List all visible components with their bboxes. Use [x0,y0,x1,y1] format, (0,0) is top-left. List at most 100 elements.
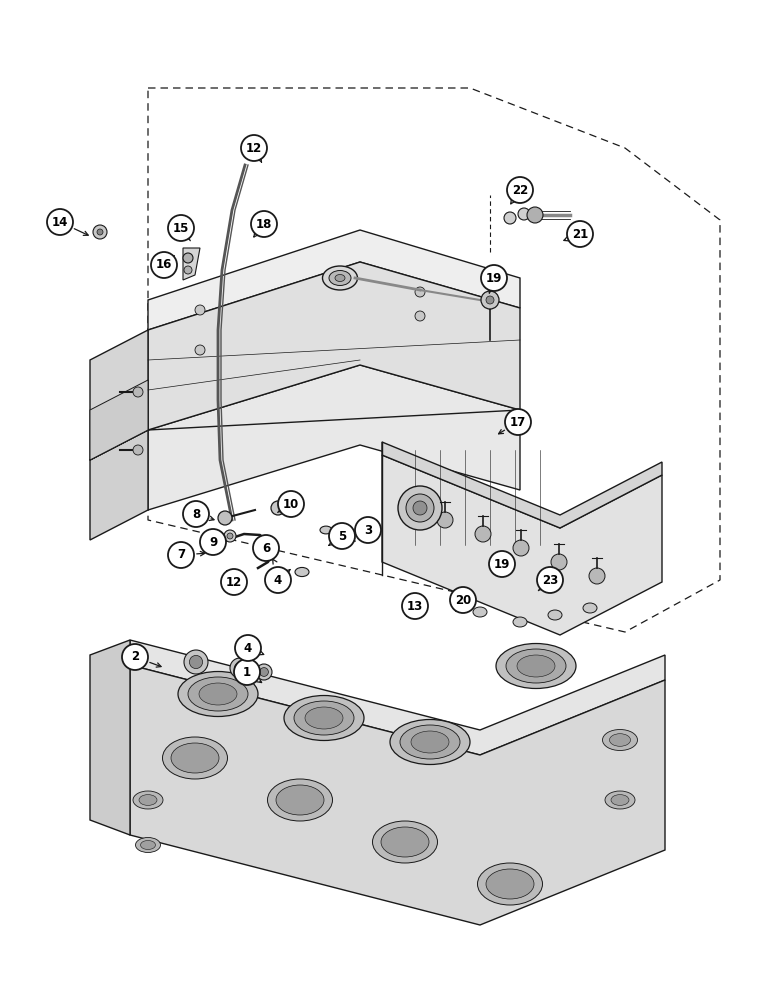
Circle shape [589,568,605,584]
Polygon shape [90,640,130,835]
Text: 19: 19 [494,558,510,570]
Circle shape [265,567,291,593]
Text: 16: 16 [156,258,172,271]
Circle shape [505,409,531,435]
Text: 4: 4 [244,642,252,654]
Ellipse shape [171,743,219,773]
Ellipse shape [583,603,597,613]
Circle shape [489,551,515,577]
Text: 7: 7 [177,548,185,562]
Text: 3: 3 [364,524,372,536]
Circle shape [256,664,272,680]
Text: 6: 6 [262,542,270,554]
Ellipse shape [323,266,358,290]
Ellipse shape [517,655,555,677]
Circle shape [406,494,434,522]
Circle shape [278,491,304,517]
Ellipse shape [333,535,347,545]
Circle shape [402,593,428,619]
Circle shape [218,511,232,525]
Polygon shape [130,640,665,755]
Circle shape [504,212,516,224]
Ellipse shape [411,731,449,753]
Polygon shape [148,365,520,510]
Circle shape [260,668,268,676]
Text: 10: 10 [283,497,299,510]
Ellipse shape [162,737,227,779]
Circle shape [234,659,260,685]
Ellipse shape [329,270,351,286]
Circle shape [437,512,453,528]
Circle shape [184,650,208,674]
Circle shape [253,535,279,561]
Text: 15: 15 [173,222,189,234]
Ellipse shape [188,677,248,711]
Text: 12: 12 [246,141,262,154]
Circle shape [241,135,267,161]
Text: 1: 1 [243,666,251,678]
Circle shape [415,287,425,297]
Circle shape [567,221,593,247]
Polygon shape [382,442,662,528]
Circle shape [251,211,277,237]
Circle shape [475,526,491,542]
Circle shape [184,266,192,274]
Ellipse shape [605,791,635,809]
Ellipse shape [284,696,364,740]
Circle shape [230,658,250,678]
Polygon shape [90,430,148,540]
Ellipse shape [140,840,155,850]
Text: 23: 23 [542,574,558,586]
Ellipse shape [506,649,566,683]
Ellipse shape [294,701,354,735]
Ellipse shape [335,274,345,282]
Circle shape [122,644,148,670]
Circle shape [195,345,205,355]
Ellipse shape [486,869,534,899]
Ellipse shape [548,610,562,620]
Polygon shape [148,230,520,330]
Circle shape [513,540,529,556]
Circle shape [168,215,194,241]
Text: 13: 13 [407,599,423,612]
Circle shape [450,587,476,613]
Ellipse shape [477,863,542,905]
Polygon shape [90,380,148,460]
Circle shape [481,291,499,309]
Circle shape [133,387,143,397]
Polygon shape [148,262,520,430]
Circle shape [507,177,533,203]
Polygon shape [183,248,200,280]
Ellipse shape [473,607,487,617]
Ellipse shape [178,672,258,716]
Ellipse shape [390,720,470,764]
Ellipse shape [496,644,576,688]
Text: 18: 18 [256,218,272,231]
Text: 22: 22 [512,184,528,196]
Circle shape [413,501,427,515]
Ellipse shape [305,707,343,729]
Text: 12: 12 [226,576,242,588]
Ellipse shape [268,779,332,821]
Text: 9: 9 [209,536,217,548]
Circle shape [224,530,236,542]
Circle shape [518,208,530,220]
Text: 5: 5 [338,530,346,542]
Polygon shape [382,455,662,635]
Circle shape [200,529,226,555]
Ellipse shape [133,791,163,809]
Circle shape [271,501,285,515]
Circle shape [221,569,247,595]
Circle shape [398,486,442,530]
Circle shape [183,501,209,527]
Circle shape [235,635,261,661]
Text: 21: 21 [572,228,588,240]
Ellipse shape [400,725,460,759]
Circle shape [486,296,494,304]
Circle shape [93,225,107,239]
Circle shape [355,517,381,543]
Circle shape [415,311,425,321]
Circle shape [261,541,269,549]
Circle shape [551,554,567,570]
Ellipse shape [320,526,332,534]
